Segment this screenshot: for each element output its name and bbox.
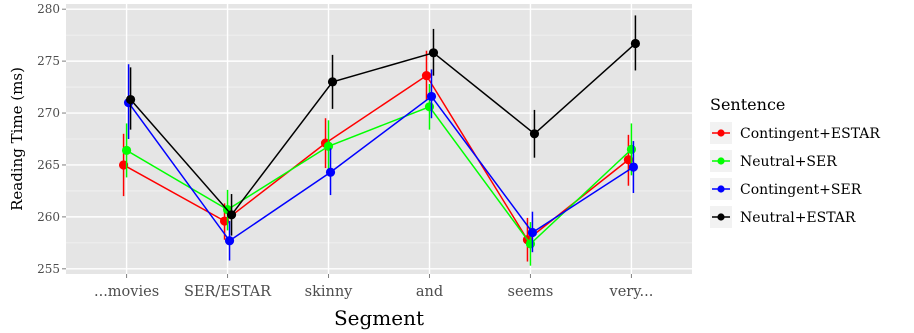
legend-key-point bbox=[717, 157, 725, 165]
x-tick-label-seems: seems bbox=[508, 284, 554, 300]
legend-item-neutral-estar: Neutral+ESTAR bbox=[710, 206, 856, 228]
legend: Sentence Contingent+ESTAR Neutral+SER Cont… bbox=[710, 95, 880, 228]
legend-item-contingent-ser: Contingent+SER bbox=[710, 178, 862, 200]
legend-label-contingent-ser: Contingent+SER bbox=[740, 182, 862, 198]
y-axis: 255 260 265 270 275 280 bbox=[37, 2, 66, 276]
legend-item-contingent-estar: Contingent+ESTAR bbox=[710, 122, 880, 144]
data-point bbox=[529, 129, 540, 139]
x-tick-label-and: and bbox=[416, 284, 443, 300]
legend-label-neutral-ser: Neutral+SER bbox=[740, 154, 837, 170]
data-point bbox=[628, 162, 639, 172]
x-tick-label-ser-estar: SER/ESTAR bbox=[184, 284, 272, 300]
y-tick-label: 265 bbox=[37, 158, 60, 172]
y-tick-label: 260 bbox=[37, 210, 60, 224]
series-neutral-estar bbox=[125, 15, 641, 236]
data-point bbox=[424, 102, 435, 112]
data-point bbox=[125, 94, 136, 105]
series-layer bbox=[118, 15, 641, 266]
series-line-neutral-estar bbox=[130, 42, 636, 216]
data-point bbox=[325, 167, 336, 177]
legend-key-point bbox=[717, 129, 725, 137]
data-point bbox=[323, 141, 334, 151]
legend-item-neutral-ser: Neutral+SER bbox=[710, 150, 837, 172]
legend-label-contingent-estar: Contingent+ESTAR bbox=[740, 126, 880, 142]
data-point bbox=[121, 145, 132, 156]
y-tick-label: 270 bbox=[37, 106, 60, 120]
x-tick-label-very: very... bbox=[609, 284, 654, 300]
y-axis-title: Reading Time (ms) bbox=[8, 67, 26, 211]
data-point bbox=[428, 48, 439, 58]
data-point bbox=[426, 91, 437, 102]
y-tick-label: 280 bbox=[37, 2, 60, 16]
series-line-contingent-ser bbox=[127, 95, 634, 242]
y-tick-label: 255 bbox=[37, 262, 60, 276]
data-point bbox=[626, 144, 637, 154]
data-point bbox=[421, 71, 432, 81]
x-tick-label-movies: ...movies bbox=[94, 284, 159, 300]
data-point bbox=[327, 77, 338, 87]
series-line-neutral-ser bbox=[126, 105, 632, 246]
data-point bbox=[525, 239, 536, 249]
data-point bbox=[630, 38, 641, 49]
legend-label-neutral-estar: Neutral+ESTAR bbox=[740, 210, 856, 226]
x-axis: ...movies SER/ESTAR skinny and seems very... bbox=[94, 274, 653, 300]
data-point bbox=[226, 210, 237, 220]
legend-key-point bbox=[717, 213, 725, 221]
x-axis-title: Segment bbox=[334, 306, 424, 330]
data-point bbox=[224, 236, 235, 246]
legend-key-point bbox=[717, 185, 725, 193]
data-point bbox=[527, 227, 538, 238]
legend-title: Sentence bbox=[710, 95, 785, 114]
y-tick-label: 275 bbox=[37, 54, 60, 68]
x-tick-label-skinny: skinny bbox=[305, 284, 354, 300]
